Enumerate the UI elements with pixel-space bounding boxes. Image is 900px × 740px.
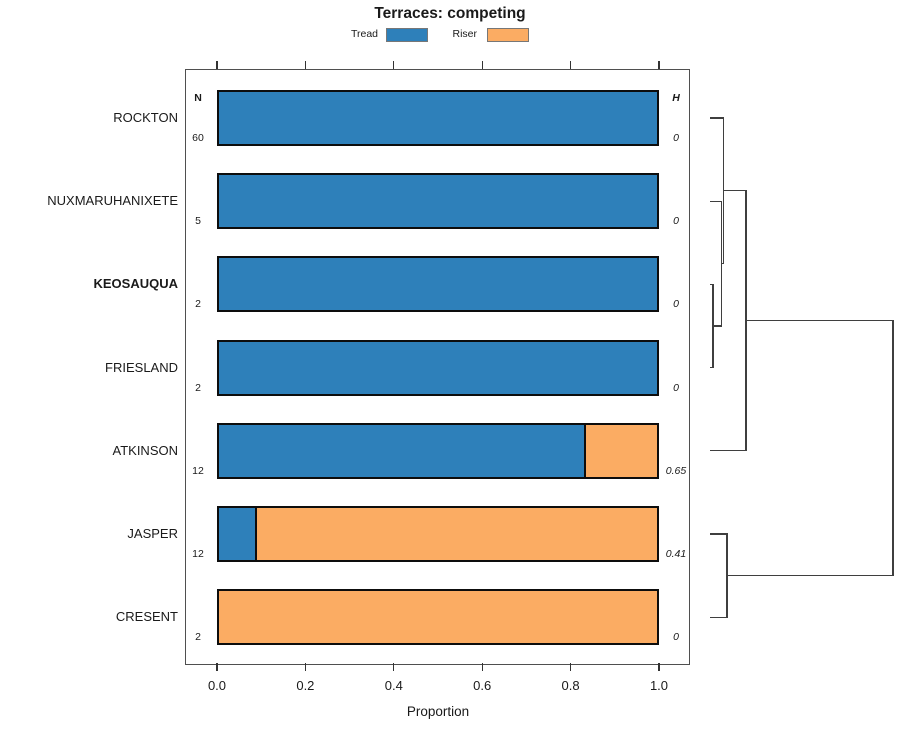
n-value: 2: [195, 381, 201, 394]
bar: [217, 422, 659, 479]
dendrogram-segment: [710, 450, 747, 452]
legend-swatch-tread: [386, 27, 428, 42]
dendrogram-segment: [722, 190, 747, 192]
h-value: 0: [673, 631, 679, 644]
bar: [217, 256, 659, 313]
n-value: 2: [195, 631, 201, 644]
bar: [217, 339, 659, 396]
h-value: 0: [673, 215, 679, 228]
x-axis-tick-top: [216, 61, 218, 69]
legend-label-riser: Riser: [452, 28, 477, 40]
chart-title: Terraces: competing: [374, 5, 526, 22]
n-value: 5: [195, 215, 201, 228]
x-axis-tick-bottom: [481, 663, 483, 671]
x-axis-tick-label: 0.0: [207, 678, 227, 693]
n-value: 60: [192, 132, 204, 144]
legend: Tread Riser: [0, 27, 900, 43]
legend-swatch-riser: [487, 27, 529, 42]
row-label: CRESENT: [115, 609, 178, 625]
h-value: 0.41: [665, 548, 687, 560]
row-label: ROCKTON: [113, 110, 178, 125]
x-axis-title: Proportion: [406, 704, 470, 719]
dendrogram-segment: [726, 574, 894, 577]
x-axis-tick-label: 1.0: [649, 678, 669, 693]
h-value: 0: [673, 381, 679, 394]
bar-segment-tread: [219, 258, 657, 311]
h-column-header: H: [672, 91, 680, 104]
row-label: FRIESLAND: [105, 359, 178, 375]
dendrogram-segment: [710, 366, 714, 369]
bar-segment-riser: [255, 508, 657, 560]
h-value: 0.65: [665, 464, 687, 477]
row-label: KEOSAUQUA: [93, 276, 178, 292]
bar: [217, 90, 659, 146]
dendrogram-segment: [892, 320, 894, 577]
x-axis-tick-top: [481, 61, 483, 69]
n-value: 2: [195, 298, 201, 311]
dendrogram-segment: [710, 200, 723, 202]
x-axis-tick-label: 0.2: [296, 678, 315, 693]
bar: [217, 506, 659, 562]
bar-segment-tread: [219, 508, 256, 560]
n-value: 12: [192, 548, 204, 560]
dendrogram-segment: [745, 320, 894, 322]
bar-segment-tread: [219, 424, 584, 477]
x-axis-tick-label: 0.4: [384, 678, 403, 693]
bar: [217, 589, 659, 646]
dendrogram-segment: [710, 533, 728, 535]
dendrogram-segment: [710, 117, 725, 119]
row-label: NUXMARUHANIXETE: [47, 193, 178, 209]
x-axis-tick-bottom: [216, 663, 218, 671]
bar-segment-riser: [583, 424, 657, 477]
row-label: JASPER: [127, 526, 178, 541]
h-value: 0: [673, 298, 679, 311]
x-axis-tick-label: 0.8: [561, 678, 580, 693]
bar-segment-tread: [219, 92, 657, 144]
x-axis-tick-bottom: [304, 663, 307, 671]
dendrogram-segment: [710, 616, 728, 618]
bar-segment-riser: [219, 591, 657, 644]
bar-segment-tread: [219, 341, 657, 394]
legend-label-tread: Tread: [350, 28, 378, 40]
dendrogram-segment: [710, 283, 714, 286]
x-axis-tick-label: 0.6: [473, 678, 492, 693]
x-axis-tick-top: [304, 61, 307, 69]
h-value: 0: [673, 132, 679, 144]
x-axis-tick-top: [569, 61, 572, 69]
x-axis-tick-bottom: [658, 663, 660, 671]
dendrogram-segment: [712, 325, 723, 327]
n-value: 12: [192, 464, 204, 477]
x-axis-tick-bottom: [393, 663, 395, 671]
bar-segment-tread: [219, 175, 657, 228]
bar: [217, 173, 659, 230]
row-label: ATKINSON: [112, 442, 179, 458]
n-column-header: N: [194, 91, 202, 104]
x-axis-tick-top: [393, 61, 395, 69]
dendrogram-segment: [720, 262, 725, 265]
x-axis-tick-top: [658, 61, 660, 69]
x-axis-tick-bottom: [569, 663, 572, 671]
